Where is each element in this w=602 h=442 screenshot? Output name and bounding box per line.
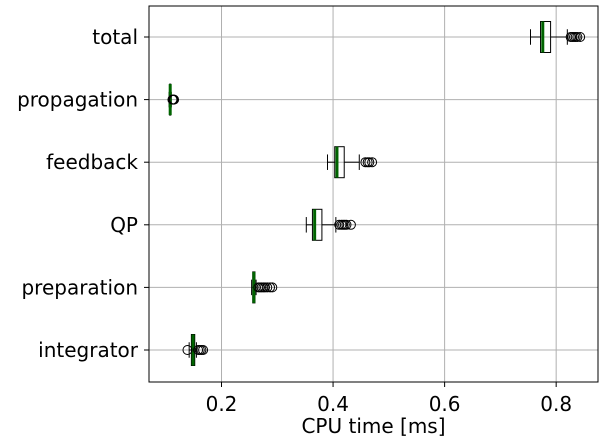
y-tick-label: propagation xyxy=(17,88,138,112)
outlier-point xyxy=(367,157,378,168)
box-series xyxy=(167,21,586,366)
x-tick-label: 0.8 xyxy=(540,392,572,416)
y-tick-label: total xyxy=(92,25,138,49)
grid-lines xyxy=(149,6,598,382)
box-total xyxy=(530,21,586,53)
outlier-point xyxy=(341,219,352,230)
outlier-point xyxy=(169,94,180,105)
box-iqr xyxy=(334,146,345,179)
box-QP xyxy=(305,208,356,241)
outlier-point xyxy=(265,282,276,293)
outlier-point xyxy=(267,282,278,293)
x-tick-label: 0.4 xyxy=(317,392,349,416)
y-tick-label: preparation xyxy=(21,275,138,299)
outlier-point xyxy=(262,282,273,293)
outlier-point xyxy=(572,32,583,42)
box-feedback xyxy=(326,146,378,179)
plot-frame xyxy=(148,5,599,383)
outlier-point xyxy=(334,219,345,230)
outlier-point xyxy=(575,32,586,42)
box-preparation xyxy=(251,271,278,304)
y-tick-label: integrator xyxy=(38,338,139,362)
outlier-point xyxy=(360,157,371,168)
outlier-point xyxy=(364,157,375,168)
outlier-point xyxy=(260,282,271,293)
y-tick-label: QP xyxy=(110,213,138,237)
box-propagation xyxy=(167,83,180,116)
x-tick-label: 0.2 xyxy=(206,392,238,416)
outlier-point xyxy=(198,345,209,355)
box-iqr xyxy=(311,208,323,241)
box-integrator xyxy=(182,334,209,366)
outlier-point xyxy=(182,345,193,355)
y-tick-label: feedback xyxy=(46,150,138,174)
outlier-point xyxy=(345,219,356,230)
box-iqr xyxy=(540,21,552,53)
x-axis-label: CPU time [ms] xyxy=(301,414,445,438)
axis-ticks: 0.2 0.4 0.6 0.8 total propagation feedback QP pr… xyxy=(17,25,572,416)
x-tick-label: 0.6 xyxy=(429,392,461,416)
